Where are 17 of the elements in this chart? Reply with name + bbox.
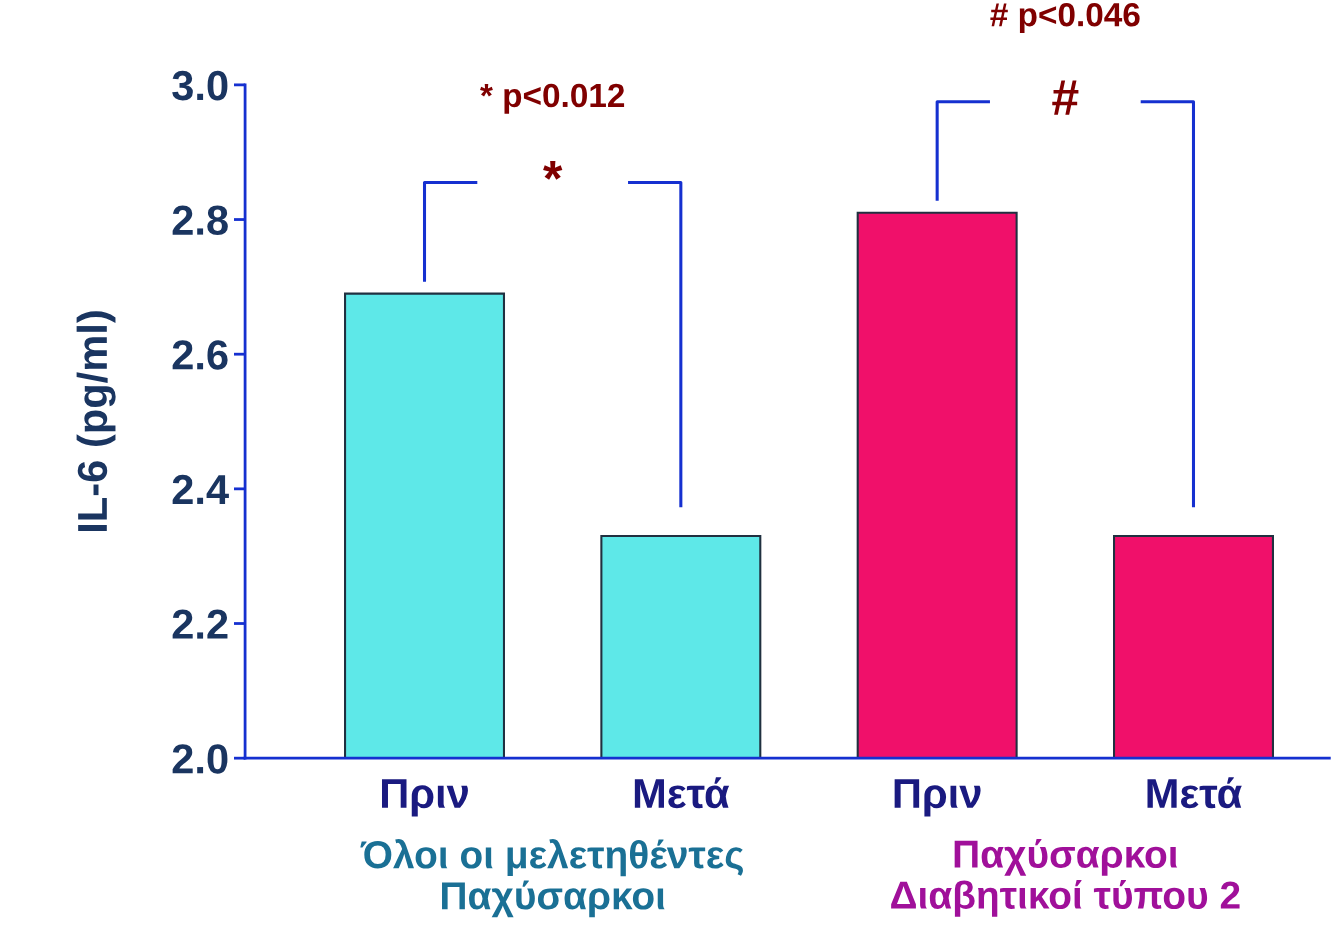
y-tick-label: 2.4 xyxy=(172,474,229,504)
text: Παχύσαρκοι Διαβητικοί τύπου 2 xyxy=(891,838,1240,917)
annotation: * p<0.012 xyxy=(480,83,625,114)
x-tick-label: Πριν xyxy=(894,779,981,817)
text: # p<0.046 xyxy=(990,2,1140,34)
text: Όλοι οι μελετηθέντες Παχύσαρκοι xyxy=(360,838,743,918)
y-tick-label: 2.2 xyxy=(172,609,228,639)
x-tick-label: Μετά xyxy=(634,777,730,809)
x-tick-label: Πριν xyxy=(381,779,468,817)
y-tick-label: 2.6 xyxy=(172,340,228,370)
x-tick-label: Μετά xyxy=(1147,777,1242,809)
y-axis-title: IL-6 (pg/ml) xyxy=(76,311,116,531)
y-tick-label: 2.0 xyxy=(172,744,228,774)
annotation: # xyxy=(1052,80,1079,115)
y-tick-label: 3.0 xyxy=(172,70,228,101)
annotation: * xyxy=(543,161,563,180)
y-tick-label: 2.8 xyxy=(172,205,228,236)
